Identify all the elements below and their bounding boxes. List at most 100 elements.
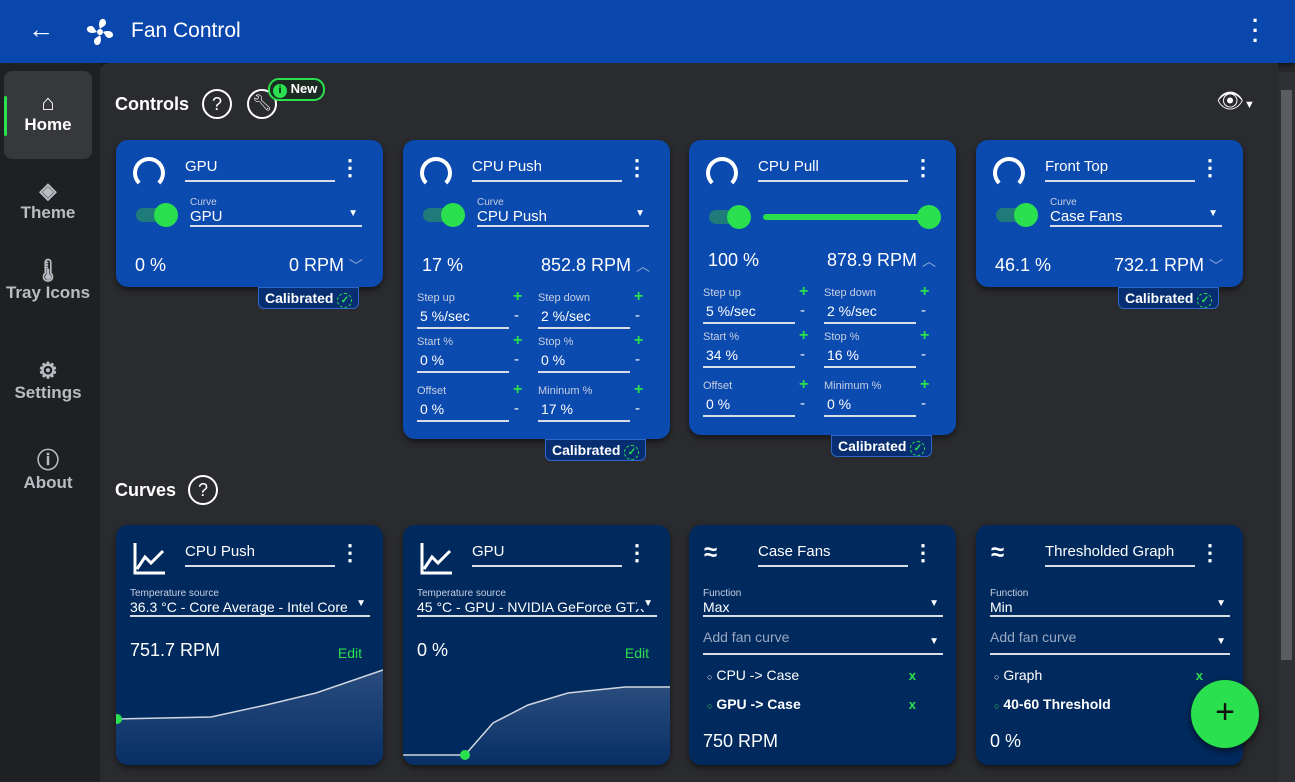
more-vert-icon[interactable]: · · · <box>1252 8 1260 53</box>
more-vert-icon[interactable]: ⋮ <box>1199 155 1221 180</box>
setting-field[interactable]: Minimum % 0 % <box>824 380 916 417</box>
more-vert-icon[interactable]: ⋮ <box>1199 540 1221 565</box>
decrement-button[interactable]: - <box>635 307 640 324</box>
setting-field[interactable]: Start % 34 % <box>703 331 795 368</box>
control-name-input[interactable]: Front Top <box>1045 158 1195 182</box>
setting-field[interactable]: Step up 5 %/sec <box>417 292 509 329</box>
control-name-input[interactable]: CPU Pull <box>758 158 908 182</box>
sidebar-item-settings[interactable]: ⚙ Settings <box>4 351 92 403</box>
setting-field[interactable]: Stop % 16 % <box>824 331 916 368</box>
help-icon[interactable]: ? <box>202 89 232 119</box>
sidebar-item-about[interactable]: ⓘ About <box>4 441 92 493</box>
add-button[interactable]: + <box>1191 680 1259 748</box>
increment-button[interactable]: + <box>920 327 930 344</box>
field-input[interactable]: 2 %/sec <box>824 299 916 324</box>
decrement-button[interactable]: - <box>514 400 519 417</box>
increment-button[interactable]: + <box>634 381 644 398</box>
setting-field[interactable]: Offset 0 % <box>417 385 509 422</box>
decrement-button[interactable]: - <box>800 395 805 412</box>
field-input[interactable]: 0 % <box>538 348 630 373</box>
edit-button[interactable]: Edit <box>337 645 362 661</box>
temperature-source-select[interactable]: Temperature source 45 °C - GPU - NVIDIA G… <box>417 588 657 617</box>
field-input[interactable]: 16 % <box>824 343 916 368</box>
field-input[interactable]: 0 % <box>703 392 795 417</box>
decrement-button[interactable]: - <box>514 307 519 324</box>
curve-name-input[interactable]: CPU Push <box>185 543 335 567</box>
increment-button[interactable]: + <box>799 376 809 393</box>
increment-button[interactable]: + <box>634 288 644 305</box>
more-vert-icon[interactable]: ⋮ <box>339 155 361 180</box>
slider-thumb[interactable] <box>917 205 941 229</box>
decrement-button[interactable]: - <box>921 302 926 319</box>
scrollbar-thumb[interactable] <box>1281 90 1292 660</box>
enable-toggle[interactable] <box>136 203 178 227</box>
increment-button[interactable]: + <box>799 283 809 300</box>
manual-speed-slider[interactable] <box>763 205 941 229</box>
field-input[interactable]: 2 %/sec <box>538 304 630 329</box>
increment-button[interactable]: + <box>513 332 523 349</box>
temperature-source-select[interactable]: Temperature source 36.3 °C - Core Average… <box>130 588 370 617</box>
setting-field[interactable]: Offset 0 % <box>703 380 795 417</box>
decrement-button[interactable]: - <box>800 346 805 363</box>
back-button[interactable]: ← <box>28 14 54 44</box>
field-input[interactable]: 17 % <box>538 397 630 422</box>
sidebar-item-home[interactable]: ⌂ Home <box>4 71 92 159</box>
field-input[interactable]: 5 %/sec <box>417 304 509 329</box>
decrement-button[interactable]: - <box>921 346 926 363</box>
more-vert-icon[interactable]: ⋮ <box>339 540 361 565</box>
decrement-button[interactable]: - <box>635 351 640 368</box>
setting-field[interactable]: Step up 5 %/sec <box>703 287 795 324</box>
increment-button[interactable]: + <box>920 283 930 300</box>
rpm-row[interactable]: 878.9 RPM ︿ <box>827 250 936 271</box>
enable-toggle[interactable] <box>996 203 1038 227</box>
curve-select[interactable]: Curve Case Fans ▼ <box>1050 197 1222 227</box>
wrench-icon[interactable]: 🔧︎ <box>247 89 277 119</box>
increment-button[interactable]: + <box>513 288 523 305</box>
field-input[interactable]: 0 % <box>417 397 509 422</box>
decrement-button[interactable]: - <box>514 351 519 368</box>
decrement-button[interactable]: - <box>635 400 640 417</box>
increment-button[interactable]: + <box>513 381 523 398</box>
rpm-row[interactable]: 852.8 RPM ︿ <box>541 255 650 276</box>
edit-button[interactable]: Edit <box>624 645 649 661</box>
curve-name-input[interactable]: GPU <box>472 543 622 567</box>
increment-button[interactable]: + <box>634 332 644 349</box>
scrollbar[interactable] <box>1278 72 1295 782</box>
remove-button[interactable]: x <box>908 697 916 712</box>
enable-toggle[interactable] <box>423 203 465 227</box>
more-vert-icon[interactable]: ⋮ <box>912 155 934 180</box>
curve-select[interactable]: Curve CPU Push ▼ <box>477 197 649 227</box>
eye-icon[interactable]: 👁︎▼ <box>1216 88 1255 113</box>
remove-button[interactable]: x <box>908 668 916 683</box>
setting-field[interactable]: Start % 0 % <box>417 336 509 373</box>
add-fan-curve-select[interactable]: Add fan curve ▼ <box>990 629 1230 655</box>
add-fan-curve-select[interactable]: Add fan curve ▼ <box>703 629 943 655</box>
more-vert-icon[interactable]: ⋮ <box>912 540 934 565</box>
field-input[interactable]: 0 % <box>417 348 509 373</box>
rpm-row[interactable]: 732.1 RPM ﹀ <box>1114 255 1223 276</box>
more-vert-icon[interactable]: ⋮ <box>626 540 648 565</box>
rpm-row[interactable]: 0 RPM ﹀ <box>289 255 363 276</box>
setting-field[interactable]: Stop % 0 % <box>538 336 630 373</box>
more-vert-icon[interactable]: ⋮ <box>626 155 648 180</box>
decrement-button[interactable]: - <box>921 395 926 412</box>
sidebar-item-tray-icons[interactable]: 🌡︎ Tray Icons <box>4 251 92 303</box>
function-select[interactable]: Function Max ▼ <box>703 588 943 617</box>
field-input[interactable]: 5 %/sec <box>703 299 795 324</box>
sidebar-item-theme[interactable]: ◈ Theme <box>4 171 92 223</box>
control-name-input[interactable]: CPU Push <box>472 158 622 182</box>
increment-button[interactable]: + <box>799 327 809 344</box>
decrement-button[interactable]: - <box>800 302 805 319</box>
field-input[interactable]: 0 % <box>824 392 916 417</box>
curve-name-input[interactable]: Thresholded Graph <box>1045 543 1195 567</box>
curve-name-input[interactable]: Case Fans <box>758 543 908 567</box>
field-input[interactable]: 34 % <box>703 343 795 368</box>
setting-field[interactable]: Mininum % 17 % <box>538 385 630 422</box>
setting-field[interactable]: Step down 2 %/sec <box>538 292 630 329</box>
increment-button[interactable]: + <box>920 376 930 393</box>
help-icon[interactable]: ? <box>188 475 218 505</box>
remove-button[interactable]: x <box>1195 668 1203 683</box>
enable-toggle[interactable] <box>709 205 751 229</box>
curve-select[interactable]: Curve GPU ▼ <box>190 197 362 227</box>
control-name-input[interactable]: GPU <box>185 158 335 182</box>
